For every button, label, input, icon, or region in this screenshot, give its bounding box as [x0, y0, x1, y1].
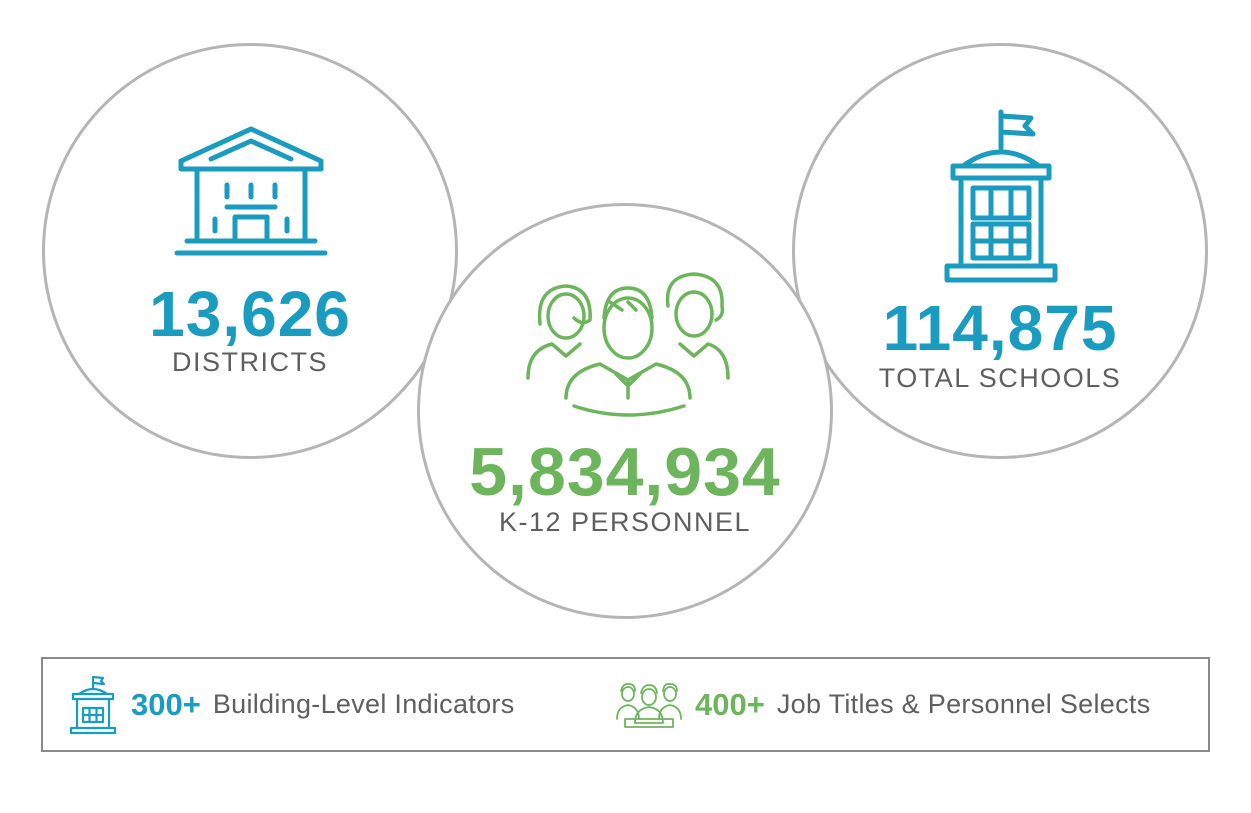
districts-count: 13,626 — [149, 278, 351, 350]
districts-stat-circle: 13,626 DISTRICTS — [42, 43, 458, 459]
features-box: 300+ Building-Level Indicators 400+ Job … — [41, 657, 1210, 752]
personnel-count: 5,834,934 — [469, 434, 781, 510]
personnel-label: K-12 PERSONNEL — [498, 507, 752, 537]
schools-label: TOTAL SCHOOLS — [878, 363, 1122, 393]
indicators-text: Building-Level Indicators — [212, 689, 515, 719]
districts-label: DISTRICTS — [171, 347, 328, 377]
indicators-count: 300+ — [131, 686, 201, 722]
school-building-icon — [935, 108, 1065, 288]
job-titles-count: 400+ — [695, 686, 765, 722]
people-group-icon — [615, 679, 683, 731]
feature-building-indicators: 300+ Building-Level Indicators — [67, 659, 515, 750]
job-titles-text: Job Titles & Personnel Selects — [776, 689, 1151, 719]
schools-stat-circle: 114,875 TOTAL SCHOOLS — [792, 43, 1208, 459]
school-building-icon — [67, 674, 119, 736]
schools-count: 114,875 — [882, 292, 1118, 364]
feature-job-titles: 400+ Job Titles & Personnel Selects — [615, 659, 1151, 750]
people-group-icon — [518, 268, 738, 418]
district-building-icon — [171, 123, 331, 263]
personnel-stat-circle: 5,834,934 K-12 PERSONNEL — [417, 203, 833, 619]
